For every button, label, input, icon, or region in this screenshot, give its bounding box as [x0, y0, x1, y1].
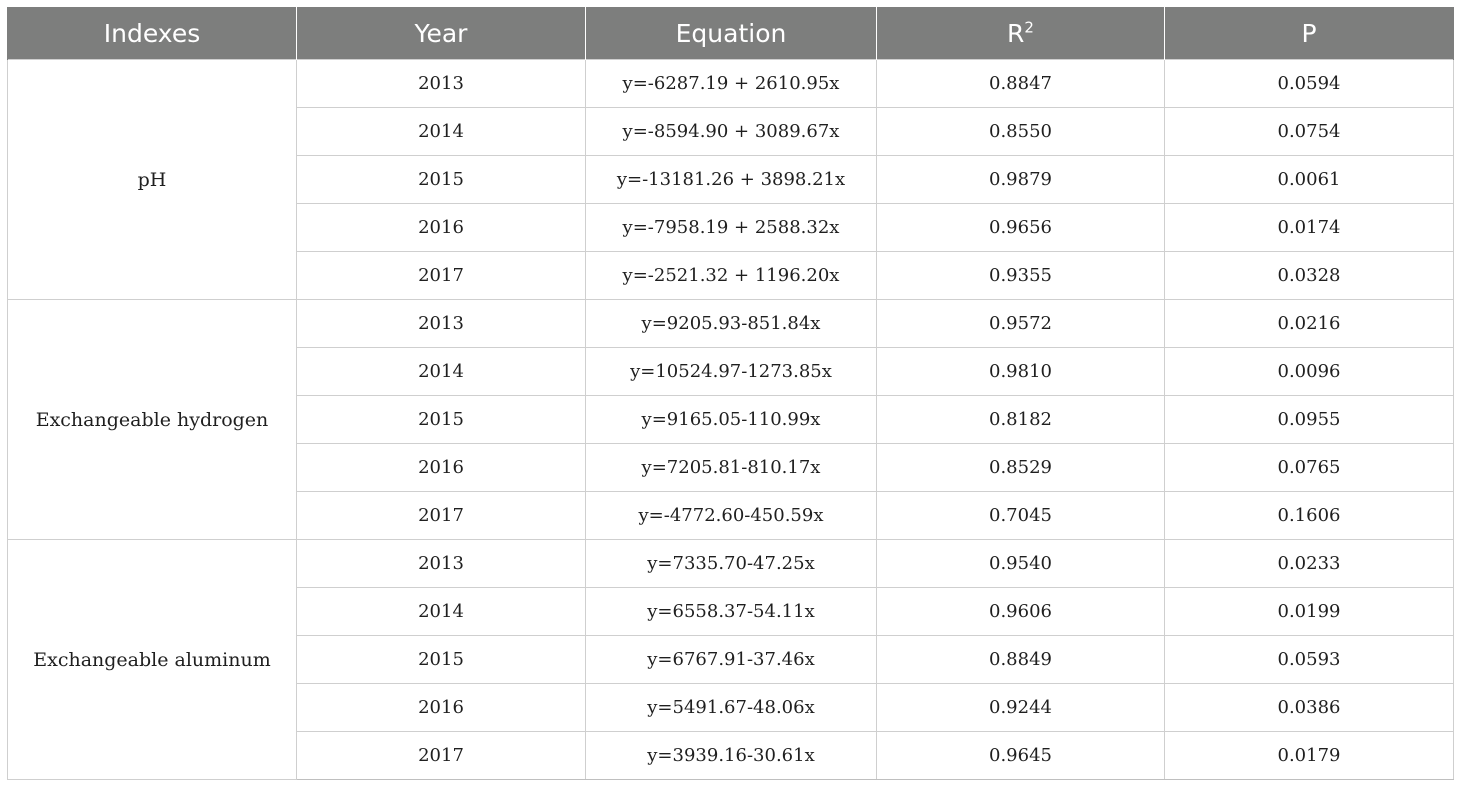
p-value-cell: 0.0328	[1164, 251, 1454, 300]
year-cell: 2013	[296, 299, 586, 348]
header-r-squared-base: R	[1007, 18, 1025, 48]
equation-cell: y=6767.91-37.46x	[585, 635, 877, 684]
r-squared-cell: 0.8529	[876, 443, 1165, 492]
index-cell: Exchangeable aluminum	[7, 539, 297, 780]
equation-cell: y=3939.16-30.61x	[585, 731, 877, 780]
header-r-squared-superscript: 2	[1024, 18, 1034, 37]
table-row: 2017 y=-2521.32 + 1196.20x 0.9355 0.0328	[8, 251, 1454, 300]
year-cell: 2014	[296, 347, 586, 396]
p-value-cell: 0.0199	[1164, 587, 1454, 636]
r-squared-cell: 0.8182	[876, 395, 1165, 444]
equation-cell: y=6558.37-54.11x	[585, 587, 877, 636]
p-value-cell: 0.0061	[1164, 155, 1454, 204]
table-row: 2016 y=-7958.19 + 2588.32x 0.9656 0.0174	[8, 203, 1454, 252]
p-value-cell: 0.0096	[1164, 347, 1454, 396]
year-cell: 2017	[296, 251, 586, 300]
year-cell: 2016	[296, 443, 586, 492]
p-value-cell: 0.0179	[1164, 731, 1454, 780]
table-row: 2014 y=10524.97-1273.85x 0.9810 0.0096	[8, 347, 1454, 396]
p-value-cell: 0.0216	[1164, 299, 1454, 348]
table-row: 2017 y=-4772.60-450.59x 0.7045 0.1606	[8, 491, 1454, 540]
equation-cell: y=-4772.60-450.59x	[585, 491, 877, 540]
equation-cell: y=7205.81-810.17x	[585, 443, 877, 492]
p-value-cell: 0.1606	[1164, 491, 1454, 540]
index-cell: Exchangeable hydrogen	[7, 299, 297, 540]
table-row: 2016 y=5491.67-48.06x 0.9244 0.0386	[8, 683, 1454, 732]
year-cell: 2017	[296, 491, 586, 540]
table-body: pH 2013 y=-6287.19 + 2610.95x 0.8847 0.0594 2…	[7, 59, 1454, 780]
p-value-cell: 0.0233	[1164, 539, 1454, 588]
r-squared-cell: 0.9355	[876, 251, 1165, 300]
equation-cell: y=9205.93-851.84x	[585, 299, 877, 348]
r-squared-cell: 0.8550	[876, 107, 1165, 156]
equation-cell: y=7335.70-47.25x	[585, 539, 877, 588]
header-year: Year	[296, 7, 586, 60]
equation-cell: y=-7958.19 + 2588.32x	[585, 203, 877, 252]
p-value-cell: 0.0593	[1164, 635, 1454, 684]
p-value-cell: 0.0765	[1164, 443, 1454, 492]
equation-cell: y=9165.05-110.99x	[585, 395, 877, 444]
year-cell: 2013	[296, 59, 586, 108]
year-cell: 2017	[296, 731, 586, 780]
r-squared-cell: 0.9656	[876, 203, 1165, 252]
table-row: 2015 y=-13181.26 + 3898.21x 0.9879 0.0061	[8, 155, 1454, 204]
p-value-cell: 0.0594	[1164, 59, 1454, 108]
year-cell: 2015	[296, 395, 586, 444]
table-row: 2017 y=3939.16-30.61x 0.9645 0.0179	[8, 731, 1454, 780]
r-squared-cell: 0.8847	[876, 59, 1165, 108]
r-squared-cell: 0.8849	[876, 635, 1165, 684]
r-squared-cell: 0.9540	[876, 539, 1165, 588]
regression-table: Indexes Year Equation R2 P pH 2013 y=-6287…	[7, 7, 1454, 780]
equation-cell: y=-13181.26 + 3898.21x	[585, 155, 877, 204]
table-header: Indexes Year Equation R2 P	[7, 7, 1454, 60]
year-cell: 2013	[296, 539, 586, 588]
r-squared-cell: 0.9572	[876, 299, 1165, 348]
r-squared-cell: 0.9645	[876, 731, 1165, 780]
equation-cell: y=5491.67-48.06x	[585, 683, 877, 732]
r-squared-cell: 0.9879	[876, 155, 1165, 204]
table-row: 2014 y=-8594.90 + 3089.67x 0.8550 0.0754	[8, 107, 1454, 156]
table-row: Exchangeable hydrogen 2013 y=9205.93-851.8…	[7, 299, 1454, 540]
index-cell: pH	[7, 59, 297, 300]
p-value-cell: 0.0386	[1164, 683, 1454, 732]
year-cell: 2015	[296, 635, 586, 684]
r-squared-cell: 0.9244	[876, 683, 1165, 732]
year-cell: 2014	[296, 587, 586, 636]
table-row: 2016 y=7205.81-810.17x 0.8529 0.0765	[8, 443, 1454, 492]
equation-cell: y=10524.97-1273.85x	[585, 347, 877, 396]
p-value-cell: 0.0174	[1164, 203, 1454, 252]
r-squared-cell: 0.7045	[876, 491, 1165, 540]
p-value-cell: 0.0955	[1164, 395, 1454, 444]
table-row: Exchangeable aluminum 2013 y=7335.70-47.25…	[7, 539, 1454, 780]
year-cell: 2016	[296, 683, 586, 732]
equation-cell: y=-2521.32 + 1196.20x	[585, 251, 877, 300]
header-row: Indexes Year Equation R2 P	[7, 7, 1454, 60]
r-squared-cell: 0.9606	[876, 587, 1165, 636]
header-equation: Equation	[585, 7, 877, 60]
p-value-cell: 0.0754	[1164, 107, 1454, 156]
header-indexes: Indexes	[7, 7, 297, 60]
table-row: 2015 y=9165.05-110.99x 0.8182 0.0955	[8, 395, 1454, 444]
regression-table-container: Indexes Year Equation R2 P pH 2013 y=-6287…	[7, 7, 1454, 780]
year-cell: 2014	[296, 107, 586, 156]
equation-cell: y=-8594.90 + 3089.67x	[585, 107, 877, 156]
equation-cell: y=-6287.19 + 2610.95x	[585, 59, 877, 108]
header-r-squared: R2	[876, 7, 1165, 60]
table-row: pH 2013 y=-6287.19 + 2610.95x 0.8847 0.0594	[7, 59, 1454, 300]
r-squared-cell: 0.9810	[876, 347, 1165, 396]
header-p-value: P	[1164, 7, 1454, 60]
year-cell: 2016	[296, 203, 586, 252]
year-cell: 2015	[296, 155, 586, 204]
